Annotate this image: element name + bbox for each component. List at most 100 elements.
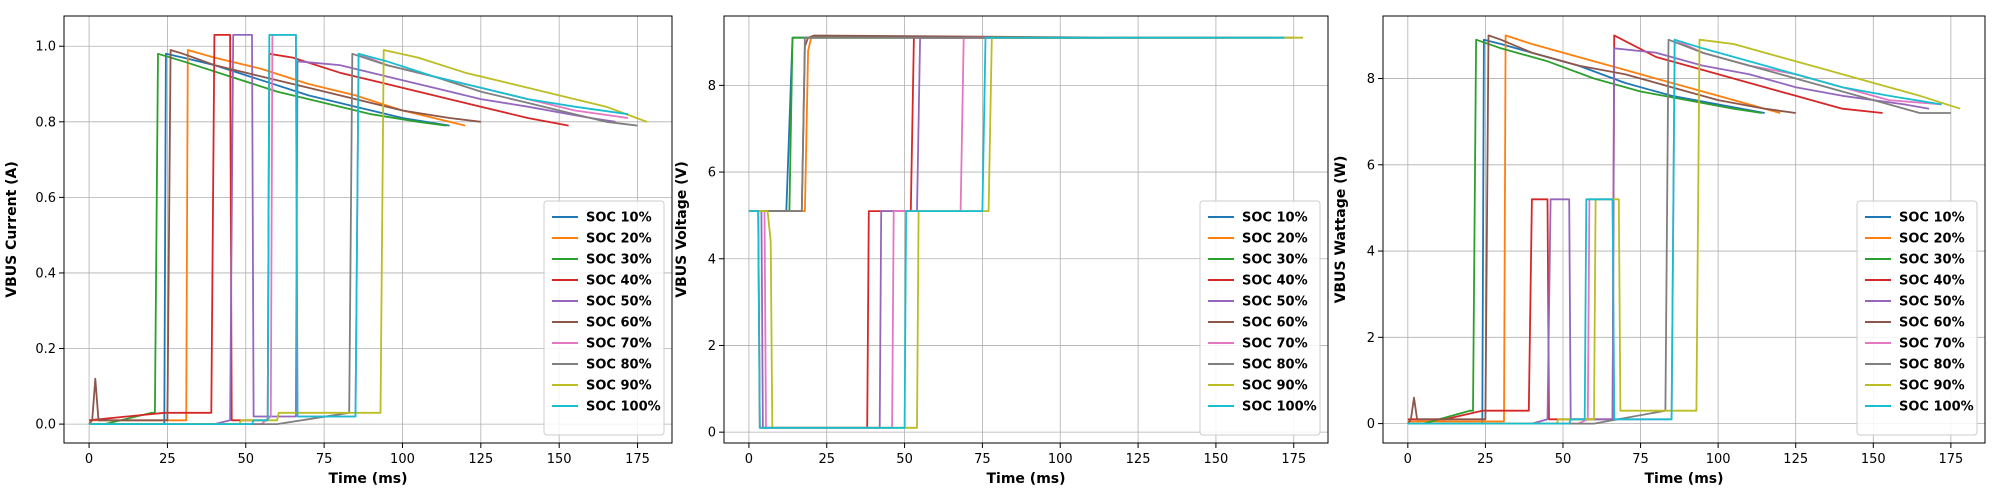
y-tick-label: 0 <box>1367 417 1375 432</box>
legend-entry: SOC 30% <box>586 253 652 268</box>
x-tick-label: 150 <box>1204 452 1229 467</box>
x-tick-label: 175 <box>1281 452 1306 467</box>
series-line-soc-40 <box>748 36 1226 429</box>
legend: SOC 10% SOC 20% SOC 30% SOC 40% SOC 50% SOC 6… <box>1856 200 1978 436</box>
legend-entry: SOC 100% <box>1899 400 1974 415</box>
y-tick-label: 6 <box>708 166 716 181</box>
legend-entry: SOC 30% <box>1242 253 1308 268</box>
y-tick-label: 4 <box>708 252 716 267</box>
plot-frame <box>63 15 673 444</box>
legend-entry: SOC 100% <box>586 400 661 415</box>
series-line-soc-80 <box>748 36 1294 213</box>
legend-entry: SOC 20% <box>586 232 652 247</box>
x-tick-label: 175 <box>1938 452 1963 467</box>
legend-entry: SOC 90% <box>586 379 652 394</box>
x-tick-label: 25 <box>159 452 176 467</box>
series-line-soc-70 <box>748 36 1285 429</box>
plot-frame <box>723 15 1329 444</box>
x-tick-label: 25 <box>818 452 835 467</box>
y-tick-label: 4 <box>1367 245 1375 260</box>
x-axis-label: Time (ms) <box>986 471 1065 487</box>
y-tick-label: 2 <box>1367 331 1375 346</box>
series-line-soc-50 <box>1407 47 1930 425</box>
x-axis-label: Time (ms) <box>1644 471 1723 487</box>
series-line-soc-90 <box>748 36 1304 429</box>
chart-panel-3: 0 25 50 75 100 125 150 175 0 2 4 6 8 Time (ms) VBUS Wa… <box>1333 15 1986 487</box>
y-tick-label: 1.0 <box>35 40 56 55</box>
series-line-soc-80 <box>1407 38 1951 425</box>
y-axis-label: VBUS Voltage (V) <box>674 161 690 297</box>
y-tick-label: 0 <box>708 426 716 441</box>
x-tick-label: 150 <box>547 452 572 467</box>
series-group <box>748 34 1304 429</box>
y-tick-label: 6 <box>1367 158 1375 173</box>
x-tick-label: 50 <box>1555 452 1572 467</box>
legend-entry: SOC 60% <box>1899 316 1965 331</box>
legend: SOC 10% SOC 20% SOC 30% SOC 40% SOC 50% SOC 6… <box>1199 200 1321 436</box>
x-tick-label: 75 <box>974 452 991 467</box>
x-tick-label: 0 <box>745 452 753 467</box>
y-axis-label: VBUS Current (A) <box>4 161 20 298</box>
legend-entry: SOC 80% <box>1242 358 1308 373</box>
legend-entry: SOC 80% <box>586 358 652 373</box>
x-tick-label: 150 <box>1861 452 1886 467</box>
x-tick-label: 75 <box>316 452 333 467</box>
series-line-soc-60 <box>88 49 481 425</box>
legend-entry: SOC 90% <box>1899 379 1965 394</box>
legend-entry: SOC 20% <box>1242 232 1308 247</box>
legend-entry: SOC 70% <box>586 337 652 352</box>
x-tick-label: 0 <box>1404 452 1412 467</box>
legend-entry: SOC 40% <box>1242 274 1308 289</box>
plot-frame <box>1382 15 1986 444</box>
chart-panel-2: 0 25 50 75 100 125 150 175 0 2 4 6 8 Time (ms) VBUS Vo… <box>674 15 1329 487</box>
legend-entry: SOC 10% <box>1242 211 1308 226</box>
legend-entry: SOC 60% <box>586 316 652 331</box>
x-axis-label: Time (ms) <box>328 471 407 487</box>
y-tick-label: 8 <box>1367 72 1375 87</box>
y-tick-label: 0.6 <box>35 191 56 206</box>
legend-entry: SOC 10% <box>586 211 652 226</box>
series-line-soc-50 <box>748 36 1272 429</box>
series-line-soc-50 <box>89 34 616 426</box>
series-line-soc-30 <box>1407 38 1762 425</box>
x-tick-label: 125 <box>1783 452 1808 467</box>
series-line-soc-100 <box>89 34 629 426</box>
x-tick-label: 100 <box>390 452 415 467</box>
series-group <box>1407 34 1961 425</box>
x-tick-label: 100 <box>1706 452 1731 467</box>
x-tick-label: 125 <box>1126 452 1151 467</box>
x-tick-label: 175 <box>625 452 650 467</box>
legend-entry: SOC 10% <box>1899 211 1965 226</box>
series-group <box>88 34 648 426</box>
series-line-soc-20 <box>1407 34 1781 423</box>
y-tick-label: 0.2 <box>35 342 56 357</box>
y-tick-label: 2 <box>708 339 716 354</box>
x-tick-label: 75 <box>1632 452 1649 467</box>
legend-entry: SOC 80% <box>1899 358 1965 373</box>
y-tick-label: 8 <box>708 79 716 94</box>
x-tick-label: 0 <box>85 452 93 467</box>
legend-entry: SOC 40% <box>1899 274 1965 289</box>
x-tick-label: 100 <box>1048 452 1073 467</box>
legend-entry: SOC 60% <box>1242 316 1308 331</box>
legend-entry: SOC 50% <box>1899 295 1965 310</box>
series-line-soc-60 <box>1407 34 1796 425</box>
legend-entry: SOC 40% <box>586 274 652 289</box>
series-line-soc-100 <box>748 36 1285 429</box>
y-tick-label: 0.4 <box>35 266 56 281</box>
legend: SOC 10% SOC 20% SOC 30% SOC 40% SOC 50% SOC 6… <box>543 200 665 436</box>
x-tick-label: 125 <box>468 452 493 467</box>
legend-entry: SOC 70% <box>1242 337 1308 352</box>
x-tick-label: 25 <box>1477 452 1494 467</box>
legend-entry: SOC 50% <box>1242 295 1308 310</box>
series-line-soc-100 <box>1407 38 1942 425</box>
legend-entry: SOC 20% <box>1899 232 1965 247</box>
x-tick-label: 50 <box>896 452 913 467</box>
x-tick-label: 50 <box>237 452 254 467</box>
chart-panel-1: 0 25 50 75 100 125 150 175 0.0 0.2 0.4 0.6 0.8 1.0 Tim… <box>4 15 673 487</box>
y-axis-label: VBUS Wattage (W) <box>1333 156 1349 304</box>
legend-entry: SOC 70% <box>1899 337 1965 352</box>
legend-entry: SOC 50% <box>586 295 652 310</box>
legend-entry: SOC 30% <box>1899 253 1965 268</box>
